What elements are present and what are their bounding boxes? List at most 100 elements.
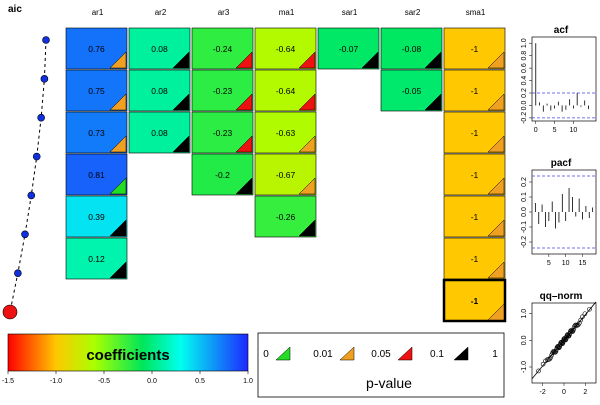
cell-value: 0.81 — [88, 170, 105, 180]
x-tick-label: 5 — [547, 260, 551, 267]
pvalue-marker — [487, 51, 505, 69]
y-tick-label: 0.2 — [521, 88, 528, 98]
panel-frame — [531, 36, 597, 122]
column-header: sar1 — [342, 8, 358, 17]
panel-frame — [531, 169, 597, 255]
pvalue-marker — [235, 93, 253, 111]
y-tick-label: -0.1 — [521, 221, 528, 233]
pvalue-marker — [109, 177, 127, 195]
cell-value: 0.08 — [151, 86, 168, 96]
coefficient-colorbar: coefficients -1.5 -1.0 -0.5 0.0 0.5 1.0 — [2, 333, 253, 385]
qq-title: qq–norm — [540, 291, 583, 302]
cell-value: 0.76 — [88, 44, 105, 54]
x-tick-label: 0 — [562, 389, 566, 396]
qq-reference-line — [531, 301, 597, 379]
x-tick-label: -2 — [540, 389, 546, 396]
cell-value: 0.12 — [88, 254, 105, 264]
cell-value: 0.73 — [88, 128, 105, 138]
aic-point — [21, 230, 29, 239]
cell-value: -0.23 — [213, 128, 233, 138]
colorbar-tick-label: 1.0 — [243, 378, 253, 385]
cell-value: -0.64 — [276, 86, 296, 96]
colorbar-tick-label: -1.0 — [50, 378, 62, 385]
cell-value: -1 — [471, 212, 479, 222]
aic-point — [14, 269, 22, 277]
pvalue-marker — [109, 93, 127, 111]
aic-trend-line — [9, 39, 47, 313]
y-tick-label: 0.0 — [521, 335, 528, 345]
x-tick-label: 10 — [562, 260, 570, 267]
pvalue-marker — [487, 177, 505, 195]
aic-point — [40, 75, 49, 83]
cell-value: -1 — [471, 86, 479, 96]
cell-value: 0.08 — [151, 44, 168, 54]
coefficient-grid: 0.76 0.08 -0.24 -0.64 -0.07 -0.08 -1 0.75 0.08 -0… — [65, 27, 507, 323]
x-tick-label: 0 — [534, 127, 538, 134]
pvalue-marker — [298, 51, 316, 69]
pvalue-marker — [298, 177, 316, 195]
qq-point — [577, 320, 582, 326]
qq-point — [571, 328, 576, 333]
pvalue-marker — [235, 51, 253, 69]
pacf-panel: pacf 0.2 0.1 0.0 -0.1 -0.2 5 10 15 — [521, 158, 597, 267]
pvalue-marker — [109, 261, 127, 279]
pvalue-marker — [487, 135, 505, 153]
pvalue-legend-box — [257, 332, 505, 398]
colorbar-bar — [7, 333, 249, 372]
pvalue-marker — [109, 135, 127, 153]
aic-point — [32, 152, 41, 161]
pvalue-marker — [487, 261, 505, 279]
cell-value: -1 — [471, 296, 479, 306]
pvalue-legend-label: 0.05 — [371, 349, 391, 360]
y-tick-label: 0.8 — [521, 51, 528, 61]
pvalue-marker — [235, 177, 253, 195]
x-tick-label: 2 — [583, 389, 587, 396]
cell-value: -0.26 — [276, 212, 296, 222]
pvalue-marker — [361, 51, 379, 69]
column-header: ar2 — [155, 8, 167, 17]
cell-value: 0.75 — [88, 86, 105, 96]
acf-title: acf — [554, 25, 569, 36]
y-tick-label: 0.4 — [521, 76, 528, 86]
x-tick-label: 5 — [553, 127, 557, 134]
pvalue-marker — [298, 135, 316, 153]
cell-value: -1 — [471, 128, 479, 138]
qq-norm-panel: qq–norm 1.0 0.0 -1.0 -2 0 2 — [521, 291, 597, 396]
pvalue-legend-label: 0.01 — [313, 349, 333, 360]
colorbar-tick-label: 0.0 — [147, 378, 157, 385]
cell-value: -0.63 — [276, 128, 296, 138]
cell-value: 0.39 — [88, 212, 105, 222]
colorbar-tick-label: -1.5 — [2, 378, 14, 385]
aic-point — [37, 113, 45, 122]
pvalue-marker — [109, 51, 127, 69]
qq-point — [548, 355, 554, 360]
cell-value: -1 — [471, 254, 479, 264]
cell-value: -0.07 — [339, 44, 359, 54]
cell-value: -0.64 — [276, 44, 296, 54]
acf-panel: acf 1.0 0.8 0.6 0.4 0.2 0.0 -0.2 0 5 10 — [521, 25, 597, 134]
cell-value: -0.67 — [276, 170, 296, 180]
pvalue-legend-swatch — [397, 346, 413, 361]
aic-point — [27, 191, 36, 200]
pacf-title: pacf — [551, 158, 572, 169]
pvalue-legend-swatch — [453, 346, 469, 361]
pvalue-marker — [109, 219, 127, 237]
column-headers: ar1 ar2 ar3 ma1 sar1 sar2 sma1 — [92, 8, 486, 17]
pvalue-marker — [298, 219, 316, 237]
aic-panel: aic — [2, 4, 50, 320]
pvalue-legend-title: p-value — [366, 375, 412, 391]
qq-point — [569, 328, 574, 334]
y-tick-label: -0.2 — [521, 112, 528, 124]
x-tick-label: 15 — [579, 260, 587, 267]
pvalue-marker — [424, 51, 442, 69]
column-header: ar1 — [92, 8, 104, 17]
x-tick-label: 10 — [570, 127, 578, 134]
pvalue-marker — [172, 135, 190, 153]
qq-point — [587, 306, 592, 312]
qq-point — [536, 368, 541, 374]
y-tick-label: 0.6 — [521, 63, 528, 73]
pvalue-legend: p-value 0 0.01 0.05 0.1 1 — [257, 332, 505, 398]
aic-label: aic — [8, 4, 22, 15]
